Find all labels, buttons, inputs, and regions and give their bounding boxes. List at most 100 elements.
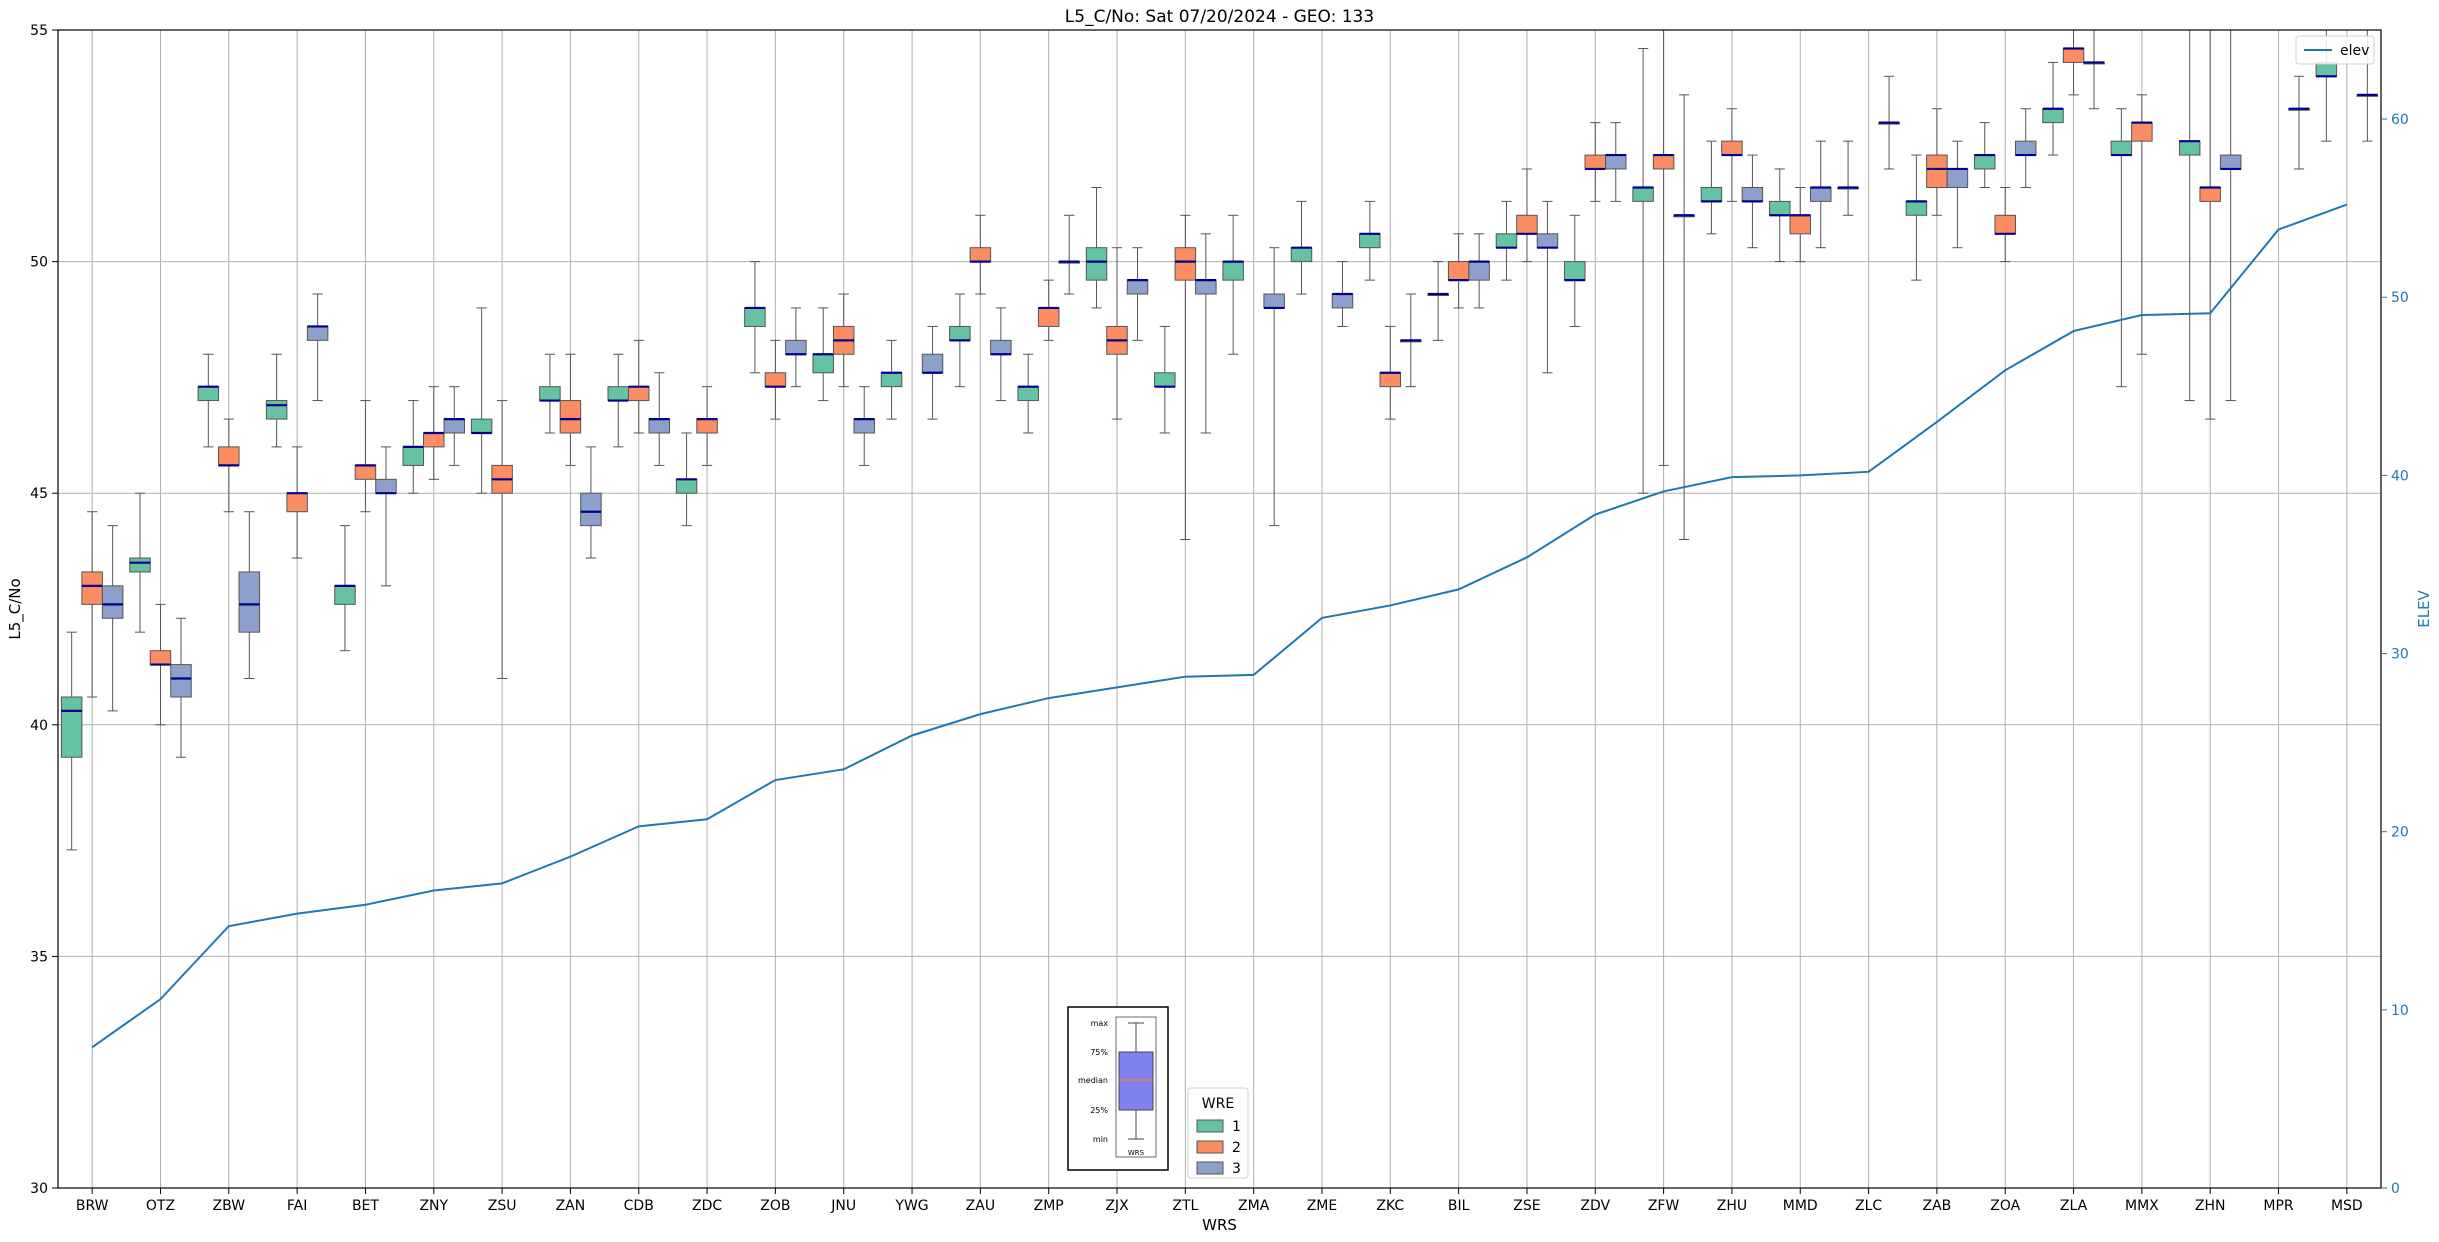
y-axis-label: L5_C/No xyxy=(6,578,25,639)
box-iqr xyxy=(2178,140,2201,156)
plot-frame xyxy=(57,29,2382,1189)
line-layer xyxy=(91,203,2348,1049)
box-iqr xyxy=(1017,386,1039,402)
box-wre-1 xyxy=(1632,48,1654,494)
box-iqr xyxy=(559,400,582,434)
y2-tick-label: 50 xyxy=(2391,290,2409,306)
x-tick-label: ZDC xyxy=(692,1198,722,1214)
box-iqr xyxy=(2219,154,2242,170)
box-wre-3 xyxy=(170,617,192,758)
inset-label: max xyxy=(1091,1019,1109,1028)
x-tick-label: CDB xyxy=(624,1198,654,1214)
box-iqr xyxy=(675,478,698,494)
box-iqr xyxy=(1994,214,2016,235)
box-wre-1 xyxy=(265,353,288,448)
box-iqr xyxy=(1085,247,1108,281)
box-iqr xyxy=(306,325,329,341)
box-wre-2 xyxy=(2199,29,2221,420)
box-iqr xyxy=(149,650,172,666)
box-wre-1 xyxy=(949,293,971,388)
box-wre-2 xyxy=(1789,186,1811,263)
box-iqr xyxy=(1263,293,1285,309)
x-tick-label: ZFW xyxy=(1648,1198,1680,1214)
legend-entry: 3 xyxy=(1232,1161,1241,1177)
box-wre-2 xyxy=(2131,94,2153,355)
y2-tick-label: 10 xyxy=(2391,1003,2409,1019)
x-tick-label: ZLC xyxy=(1855,1198,1882,1214)
y-tick-label: 55 xyxy=(30,23,48,39)
box-iqr xyxy=(744,307,766,327)
box-iqr xyxy=(1290,247,1313,263)
inset-label: 25% xyxy=(1090,1106,1108,1115)
box-iqr xyxy=(1700,186,1723,202)
box-wre-1 xyxy=(1085,186,1108,309)
y2-tick-label: 60 xyxy=(2391,112,2409,128)
legend-swatch xyxy=(1196,1140,1224,1154)
x-tick-label: ZOB xyxy=(760,1198,790,1214)
box-wre-1 xyxy=(2315,29,2338,142)
x-tick-label: ZBW xyxy=(213,1198,246,1214)
box-wre-2 xyxy=(423,386,445,480)
box-iqr xyxy=(1195,279,1217,295)
x-tick-label: BET xyxy=(352,1198,379,1214)
box-iqr xyxy=(1632,186,1654,202)
x-tick-label: MSD xyxy=(2331,1198,2363,1214)
box-wre-2 xyxy=(1721,108,1743,202)
box-iqr xyxy=(1769,200,1791,216)
inset-label: 75% xyxy=(1090,1048,1108,1057)
box-wre-2 xyxy=(832,293,855,388)
x-tick-label: ZME xyxy=(1307,1198,1338,1214)
box-wre-2 xyxy=(1106,247,1128,420)
x-tick-label: ZDV xyxy=(1580,1198,1610,1214)
box-wre-2 xyxy=(1652,29,1675,466)
box-iqr xyxy=(1946,168,1969,188)
box-wre-1 xyxy=(1837,140,1859,216)
y2-tick-label: 30 xyxy=(2391,647,2409,663)
box-iqr xyxy=(238,571,261,633)
box-iqr xyxy=(2199,186,2221,202)
box-wre-3 xyxy=(2014,108,2037,188)
y2-tick-label: 40 xyxy=(2391,468,2409,484)
box-iqr xyxy=(1037,307,1060,327)
box-iqr xyxy=(880,372,903,388)
box-key-inset: max 75% median 25% min WRS xyxy=(1067,1006,1169,1171)
box-iqr xyxy=(423,432,445,448)
axis-layer: 30 35 40 45 50 55 0 10 20 30 40 50 60 BRW OTZ ZBW FAI BET… xyxy=(30,23,2409,1214)
x-tick-label: MMD xyxy=(1783,1198,1818,1214)
box-wre-2 xyxy=(1379,325,1402,420)
box-iqr xyxy=(1605,154,1627,170)
box-iqr xyxy=(101,585,124,619)
box-wre-3 xyxy=(1468,233,1490,309)
inset-inner-frame xyxy=(1115,1016,1157,1158)
x-tick-label: ZOA xyxy=(1990,1198,2020,1214)
box-iqr xyxy=(1495,233,1518,249)
box-wre-3 xyxy=(990,307,1012,402)
box-wre-2 xyxy=(628,339,650,434)
box-wre-1 xyxy=(812,307,834,402)
box-iqr xyxy=(949,325,971,341)
box-iqr xyxy=(2014,140,2037,156)
box-iqr xyxy=(969,247,992,263)
y2-tick-label: 20 xyxy=(2391,825,2409,841)
box-iqr xyxy=(1379,372,1402,388)
box-wre-1 xyxy=(402,400,425,494)
x-tick-label: BRW xyxy=(76,1198,109,1214)
box-wre-3 xyxy=(1058,214,1080,295)
x-tick-label: OTZ xyxy=(146,1198,175,1214)
x-axis-label: WRS xyxy=(1202,1216,1237,1234)
box-iqr xyxy=(921,353,944,374)
box-iqr xyxy=(2042,108,2064,124)
box-iqr xyxy=(286,492,308,513)
elev-legend-label: elev xyxy=(2340,43,2369,59)
box-iqr xyxy=(218,446,240,466)
box-wre-1 xyxy=(1154,325,1176,434)
box-iqr xyxy=(1154,372,1176,388)
box-wre-2 xyxy=(1516,168,1538,263)
box-iqr xyxy=(2315,61,2338,77)
elev-legend: elev xyxy=(2295,35,2375,65)
box-iqr xyxy=(1973,154,1996,170)
y-tick-label: 45 xyxy=(30,486,48,502)
x-tick-label: ZHU xyxy=(1717,1198,1747,1214)
box-wre-1 xyxy=(1427,261,1449,341)
